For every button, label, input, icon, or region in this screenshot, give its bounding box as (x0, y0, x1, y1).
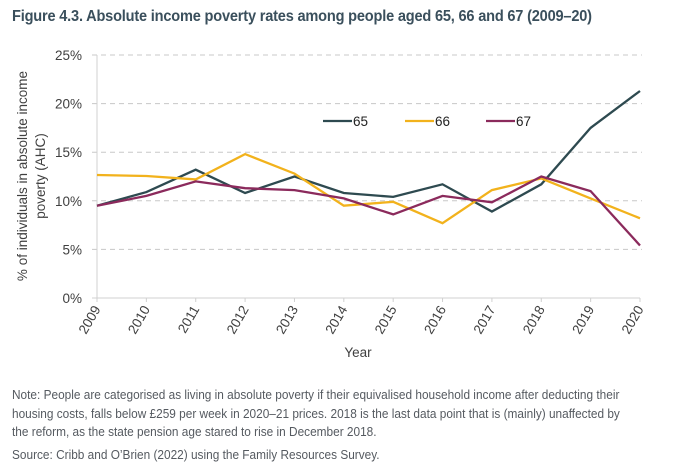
series-line-67 (96, 175, 641, 247)
x-tick-label: 2014 (322, 303, 350, 337)
y-tick-label: 10% (55, 194, 82, 209)
y-tick-label: 0% (62, 291, 82, 306)
y-axis-label-line2: poverty (AHC) (33, 133, 48, 219)
y-axis-label-line1: % of individuals in absolute income (15, 71, 30, 281)
legend-label: 67 (516, 114, 531, 129)
legend-item-67: 67 (486, 114, 531, 129)
series-line-65 (96, 90, 641, 213)
x-tick-label: 2019 (569, 303, 597, 337)
y-tick-label: 20% (55, 97, 82, 112)
legend-label: 66 (435, 114, 450, 129)
x-tick-label: 2016 (421, 303, 449, 337)
series-line-66 (96, 152, 641, 225)
gridlines (92, 54, 642, 250)
x-tick-label: 2017 (470, 303, 498, 337)
legend-item-66: 66 (405, 114, 450, 129)
legend-label: 65 (353, 114, 368, 129)
legend-item-65: 65 (323, 114, 368, 129)
x-tick-label: 2010 (125, 303, 153, 337)
legend: 65 66 67 (323, 114, 531, 129)
y-tick-label: 15% (55, 145, 82, 160)
x-tick-label: 2015 (372, 303, 400, 337)
x-tick-label: 2013 (273, 303, 301, 337)
line-chart: 0% 5% 10% 15% 20% 25% 2009 2010 2011 2012 2013 201… (15, 48, 647, 360)
y-tick-label: 25% (55, 48, 82, 63)
x-axis-label: Year (344, 345, 372, 360)
x-tick-label: 2018 (520, 303, 548, 337)
x-tick-labels: 2009 2010 2011 2012 2013 2014 2015 2016 2017 2018… (76, 303, 647, 337)
y-tick-labels: 0% 5% 10% 15% 20% 25% (55, 48, 82, 306)
figure-note: Note: People are categorised as living i… (12, 388, 620, 439)
series-lines (96, 90, 641, 247)
x-tick-label: 2011 (175, 303, 203, 336)
y-tick-label: 5% (62, 242, 82, 257)
axes (92, 55, 641, 302)
figure-source: Source: Cribb and O’Brien (2022) using t… (12, 448, 380, 462)
figure-title: Figure 4.3. Absolute income poverty rate… (12, 8, 592, 25)
x-tick-label: 2020 (619, 303, 647, 337)
x-tick-label: 2012 (224, 303, 252, 337)
x-tick-label: 2009 (76, 303, 104, 337)
